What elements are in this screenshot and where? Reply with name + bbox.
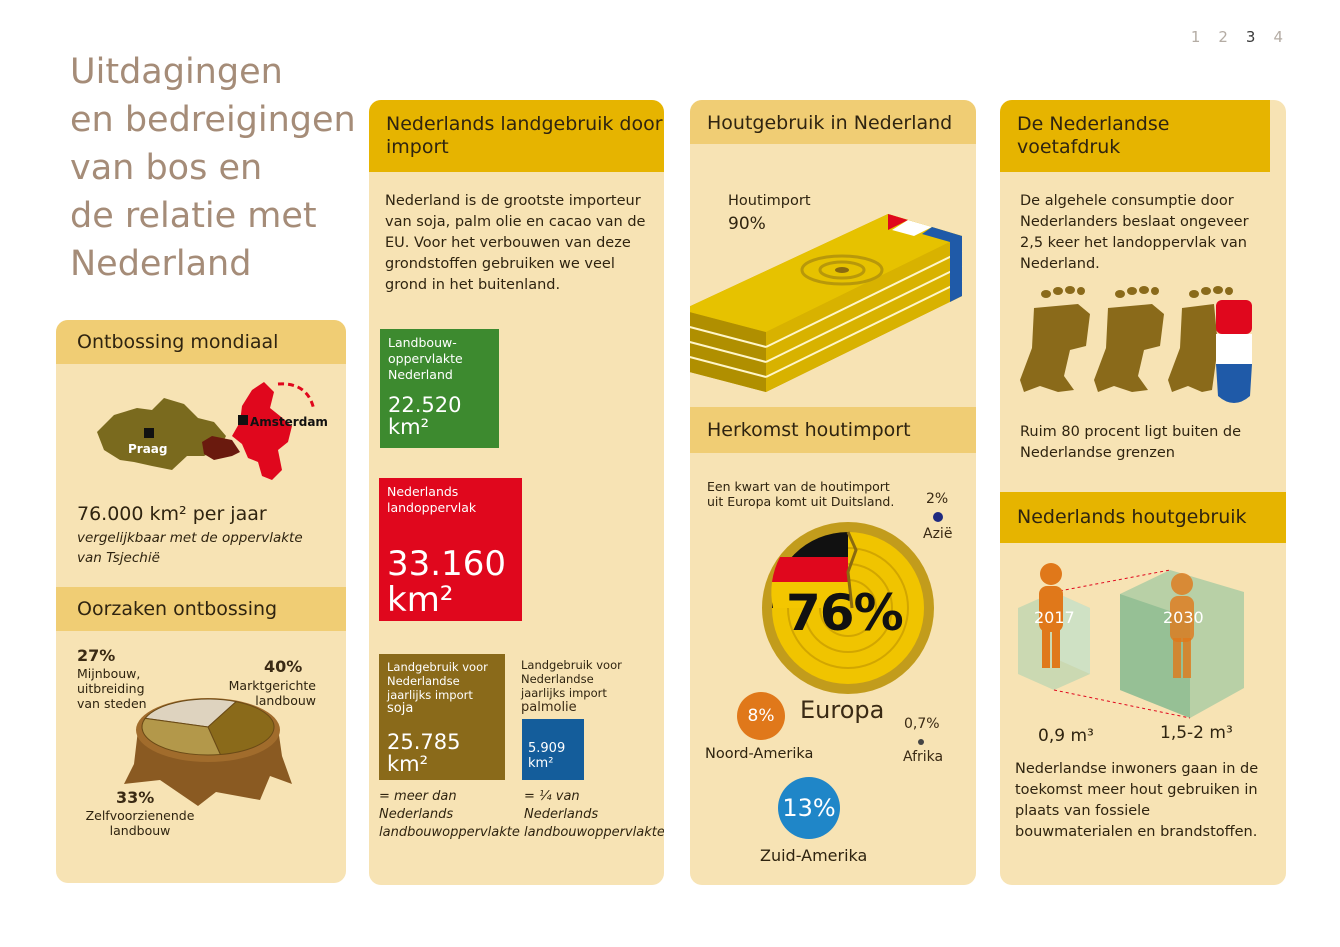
slice-pct-27: 27% <box>77 646 116 665</box>
title-line: en bedreigingen <box>70 100 356 140</box>
page-title: Uitdagingen en bedreigingen van bos en d… <box>70 48 360 288</box>
azie-label: Azië <box>923 526 953 542</box>
voetafdruk-panel: De Nederlandse voetafdruk De algehele co… <box>1000 100 1286 885</box>
page-2[interactable]: 2 <box>1218 28 1229 46</box>
europa-label: Europa <box>800 696 885 724</box>
slice-label-27: Mijnbouw, uitbreiding van steden <box>77 666 147 711</box>
box-landoppervlak-value: 33.160 km² <box>387 544 506 620</box>
box-soja-note: = meer dan Nederlands landbouwoppervlakt… <box>379 789 520 840</box>
box-palm-value: 5.909 km² <box>528 741 566 771</box>
azie-dot <box>933 512 943 522</box>
log-europe-chart <box>762 522 934 694</box>
ontbossing-panel: Ontbossing mondiaal Praag Amsterdam 76.0… <box>56 320 346 883</box>
box-palm-product: palmolie <box>521 700 577 715</box>
page-4[interactable]: 4 <box>1273 28 1284 46</box>
box-palm: 5.909 km² <box>522 719 584 780</box>
houtgebruik-heading: Nederlands houtgebruik <box>1000 492 1286 543</box>
houtimport-label: Houtimport <box>728 193 811 209</box>
netherlands-shape <box>232 382 292 480</box>
box-landoppervlak: Nederlands landoppervlak 33.160 km² <box>379 478 522 621</box>
afrika-dot <box>918 739 924 745</box>
afrika-pct: 0,7% <box>904 716 940 732</box>
voetafdruk-heading: De Nederlandse voetafdruk <box>1000 100 1270 172</box>
title-line: van bos en <box>70 148 263 188</box>
overlap-shape <box>202 436 240 460</box>
box-landbouw: Landbouw- oppervlakte Nederland 22.520 k… <box>380 329 499 448</box>
noord-amerika-circle: 8% <box>737 692 785 740</box>
box-palm-note: = ¼ van Nederlands landbouwoppervlakte <box>524 789 664 840</box>
czech-shape <box>97 398 226 470</box>
houtimport-pct: 90% <box>728 214 766 234</box>
europa-pct: 76% <box>786 584 904 642</box>
box-landoppervlak-label: Nederlands landoppervlak <box>387 484 477 515</box>
ontbossing-stat: 76.000 km² per jaar <box>77 503 267 525</box>
oorzaken-stump-chart <box>124 698 292 806</box>
box-landbouw-label: Landbouw- oppervlakte Nederland <box>388 335 463 382</box>
stump-slice-40 <box>207 701 275 756</box>
landgebruik-panel: Nederlands landgebruik door import Neder… <box>369 100 664 885</box>
landgebruik-heading: Nederlands landgebruik door import <box>369 100 664 172</box>
box-landbouw-value: 22.520 km² <box>388 393 462 439</box>
title-line: Nederland <box>70 244 252 284</box>
stump-slice-33 <box>141 717 222 756</box>
oorzaken-heading: Oorzaken ontbossing <box>56 587 346 631</box>
wood-volume-illustration <box>1018 563 1244 719</box>
year-2030: 2030 <box>1163 608 1204 627</box>
herkomst-note: Een kwart van de houtimport uit Europa k… <box>707 479 895 509</box>
azie-pct: 2% <box>926 491 949 507</box>
plank-stack <box>690 214 963 392</box>
title-line: Uitdagingen <box>70 52 283 92</box>
houtgebruik-note: Nederlandse inwoners gaan in de toekomst… <box>1015 761 1259 840</box>
noord-amerika-label: Noord-Amerika <box>705 746 814 762</box>
box-soja: Landgebruik voor Nederlandse jaarlijks i… <box>379 654 505 780</box>
title-line: de relatie met <box>70 196 317 236</box>
page-1[interactable]: 1 <box>1190 28 1202 46</box>
box-soja-label: Landgebruik voor Nederlandse jaarlijks i… <box>387 660 488 702</box>
zuid-amerika-label: Zuid-Amerika <box>760 846 868 865</box>
afrika-label: Afrika <box>903 749 944 765</box>
amsterdam-label: Amsterdam <box>250 415 328 429</box>
volume-2030: 1,5-2 m³ <box>1160 723 1233 743</box>
zuid-amerika-circle: 13% <box>778 777 840 839</box>
slice-label-33: Zelfvoorzienende landbouw <box>85 808 195 838</box>
praag-label: Praag <box>128 442 168 456</box>
hout-heading: Houtgebruik in Nederland <box>690 100 976 144</box>
planks-illustration <box>690 214 963 392</box>
slice-label-40: Marktgerichte landbouw <box>228 678 316 708</box>
slice-pct-40: 40% <box>264 657 303 676</box>
stump-slice-27 <box>144 698 238 728</box>
box-soja-product: soja <box>387 701 414 716</box>
voetafdruk-note: Ruim 80 procent ligt buiten de Nederland… <box>1020 424 1242 461</box>
ontbossing-note: vergelijkbaar met de oppervlakte van Tsj… <box>77 530 303 566</box>
map-czech-netherlands <box>97 382 316 480</box>
page-3[interactable]: 3 <box>1245 28 1257 46</box>
volume-2017: 0,9 m³ <box>1038 726 1094 746</box>
year-2017: 2017 <box>1034 608 1075 627</box>
slice-pct-33: 33% <box>116 788 155 807</box>
ontbossing-heading: Ontbossing mondiaal <box>56 320 346 364</box>
amsterdam-marker <box>238 415 248 425</box>
voetafdruk-intro: De algehele consumptie door Nederlanders… <box>1020 193 1249 272</box>
praag-marker <box>144 428 154 438</box>
box-palm-label: Landgebruik voor Nederlandse jaarlijks i… <box>521 658 622 700</box>
footprints-illustration <box>1020 286 1252 403</box>
landgebruik-intro: Nederland is de grootste importeur van s… <box>385 193 646 293</box>
hout-panel: Houtgebruik in Nederland Houtimport 90% … <box>690 100 976 885</box>
herkomst-heading: Herkomst houtimport <box>690 407 976 453</box>
box-soja-value: 25.785 km² <box>387 730 461 776</box>
